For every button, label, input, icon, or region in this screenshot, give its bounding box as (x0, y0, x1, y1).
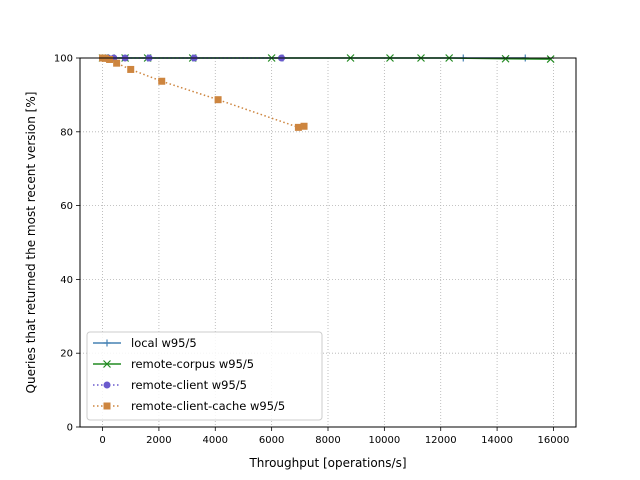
x-axis-ticks: 0 2000 4000 6000 8000 10000 12000 14000 16000 (99, 427, 569, 446)
data-point (546, 55, 555, 64)
legend-marker (103, 402, 111, 410)
x-tick-label: 14000 (481, 435, 513, 446)
legend-entry: remote-client-cache w95/5 (93, 399, 285, 413)
y-axis-ticks: 0 20 40 60 80 100 (54, 54, 80, 434)
y-tick-label: 80 (60, 127, 73, 138)
data-point (158, 77, 166, 85)
x-tick-label: 12000 (425, 435, 457, 446)
y-tick-label: 40 (60, 275, 73, 286)
data-point (214, 96, 222, 104)
legend-marker (103, 360, 111, 368)
y-tick-label: 0 (67, 423, 73, 434)
data-point (106, 55, 114, 63)
legend-label: remote-corpus w95/5 (131, 357, 254, 371)
x-tick-label: 16000 (538, 435, 570, 446)
x-axis-label: Throughput [operations/s] (248, 456, 406, 470)
legend-entry: local w95/5 (93, 336, 197, 350)
legend-label: remote-client w95/5 (131, 378, 247, 392)
x-tick-label: 10000 (368, 435, 400, 446)
legend-label: remote-client-cache w95/5 (131, 399, 285, 413)
legend-entry: remote-client w95/5 (93, 378, 247, 392)
data-point (113, 59, 121, 67)
x-tick-label: 0 (99, 435, 105, 446)
x-tick-label: 8000 (315, 435, 340, 446)
legend-marker (103, 381, 111, 389)
legend-box (86, 331, 323, 421)
y-tick-label: 20 (60, 349, 73, 360)
x-tick-label: 2000 (146, 435, 171, 446)
data-point (294, 123, 302, 131)
y-tick-label: 100 (54, 54, 73, 65)
y-tick-label: 60 (60, 201, 73, 212)
x-tick-label: 4000 (203, 435, 228, 446)
data-point (127, 65, 135, 73)
data-point (501, 54, 510, 63)
legend: local w95/5 remote-corpus w95/5 remote-cli… (86, 331, 323, 421)
legend-label: local w95/5 (131, 336, 197, 350)
legend-entry: remote-corpus w95/5 (93, 357, 254, 371)
x-tick-label: 6000 (259, 435, 284, 446)
y-axis-label: Queries that returned the most recent ve… (24, 92, 38, 394)
legend-marker (103, 339, 111, 347)
data-point (300, 122, 308, 130)
